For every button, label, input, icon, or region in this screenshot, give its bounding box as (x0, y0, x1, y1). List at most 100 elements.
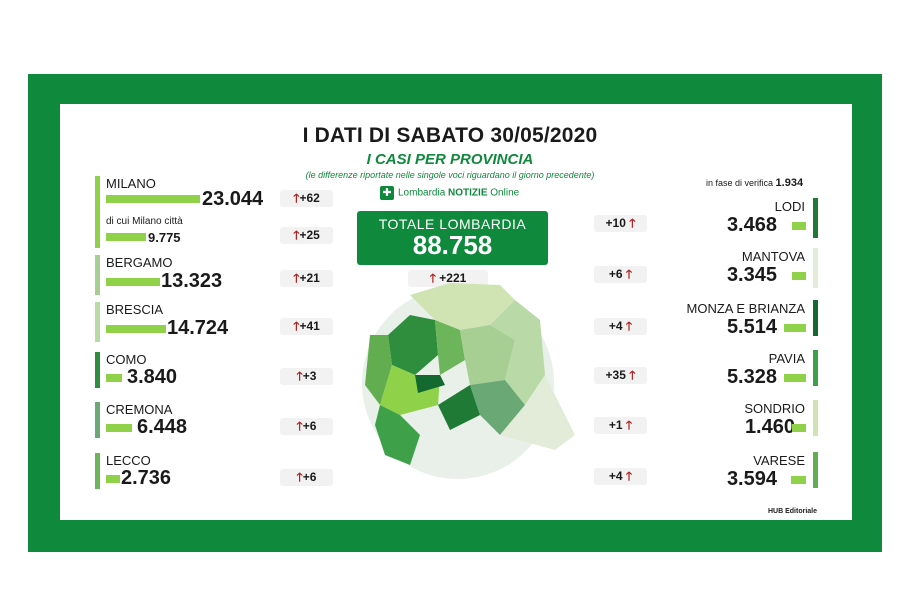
bar-bergamo (106, 278, 160, 286)
bar-lodi (792, 222, 806, 230)
lombardia-logo-icon: ✚ (380, 186, 394, 200)
province-name-lodi: LODI (774, 199, 805, 214)
up-arrow-icon: 🡑 (625, 418, 633, 432)
up-arrow-icon: 🡑 (296, 419, 303, 433)
delta-lodi: +10 🡑 (594, 215, 647, 232)
page-title: I DATI DI SABATO 30/05/2020 (302, 124, 598, 147)
province-name-pavia: PAVIA (768, 351, 805, 366)
province-name-varese: VARESE (753, 453, 805, 468)
value-bergamo: 13.323 (161, 270, 223, 292)
up-arrow-icon: 🡑 (293, 271, 300, 285)
bar-brescia (106, 325, 166, 333)
delta-milano: 🡑+62 (280, 190, 333, 207)
province-name-mantova: MANTOVA (741, 249, 805, 264)
monza-accent-bar (813, 300, 818, 336)
delta-value: +4 (608, 319, 623, 333)
delta-sondrio: +1 🡑 (594, 417, 647, 434)
bar-mantova (792, 272, 806, 280)
pavia-region (375, 405, 420, 465)
value-como: 3.840 (127, 366, 178, 388)
verifica-note: in fase di verifica 1.934 (706, 177, 803, 189)
value-cremona: 6.448 (137, 416, 188, 438)
total-delta-value: +221 (439, 271, 467, 285)
delta-value: +6 (302, 419, 317, 433)
delta-mantova: +6 🡑 (594, 266, 647, 283)
delta-lecco: 🡑+6 (280, 469, 333, 486)
value-lodi: 3.468 (726, 214, 777, 236)
delta-brescia: 🡑+41 (280, 318, 333, 335)
brescia-region (490, 300, 545, 405)
value-pavia: 5.328 (726, 366, 777, 388)
up-arrow-icon: 🡑 (429, 271, 436, 285)
verifica-label: in fase di verifica (706, 178, 774, 188)
value-milano-citta: 9.775 (148, 230, 181, 245)
up-arrow-icon: 🡑 (625, 469, 633, 483)
province-name-monza: MONZA E BRIANZA (686, 301, 805, 316)
province-name-como: COMO (106, 352, 147, 367)
delta-value: +6 (608, 267, 623, 281)
lecco-accent-bar (95, 453, 100, 489)
sondrio-region (410, 283, 515, 330)
brand-prefix: Lombardia (398, 187, 446, 199)
total-value: 88.758 (412, 230, 493, 260)
delta-value: +62 (299, 191, 320, 205)
lombardia-map (362, 283, 575, 479)
bar-milano (106, 195, 200, 203)
up-arrow-icon: 🡑 (625, 267, 633, 281)
province-name-lecco: LECCO (106, 453, 151, 468)
value-varese: 3.594 (726, 468, 777, 490)
delta-cremona: 🡑+6 (280, 418, 333, 435)
value-lecco: 2.736 (121, 467, 172, 489)
value-milano: 23.044 (202, 188, 264, 210)
mantova-accent-bar (813, 248, 818, 288)
sondrio-accent-bar (813, 400, 818, 436)
pavia-accent-bar (813, 350, 818, 386)
bar-como (106, 374, 122, 382)
total-label: TOTALE LOMBARDIA (378, 216, 527, 232)
up-arrow-icon: 🡑 (296, 369, 303, 383)
value-monza: 5.514 (726, 316, 777, 338)
milano-citta-label: di cui Milano città (106, 216, 183, 227)
delta-value: +21 (299, 271, 320, 285)
up-arrow-icon: 🡑 (293, 319, 300, 333)
province-name-brescia: BRESCIA (106, 302, 164, 317)
brand-main: NOTIZIE (448, 187, 488, 199)
province-name-milano: MILANO (106, 176, 156, 191)
mantova-region (500, 375, 575, 450)
bar-monza (784, 324, 806, 332)
delta-value: +10 (605, 216, 626, 230)
bar-milano-citta (106, 233, 146, 241)
delta-milano-citta: 🡑+25 (280, 227, 333, 244)
province-name-cremona: CREMONA (106, 402, 173, 417)
total-box: TOTALE LOMBARDIA 88.758 (357, 211, 548, 265)
bar-pavia (784, 374, 806, 382)
delta-value: +3 (302, 369, 317, 383)
delta-value: +35 (605, 368, 626, 382)
credit: HUB Editoriale (768, 508, 818, 515)
brescia-accent-bar (95, 302, 100, 342)
province-name-bergamo: BERGAMO (106, 255, 173, 270)
lodi-region (438, 385, 480, 430)
delta-pavia: +35 🡑 (594, 367, 647, 384)
bar-cremona (106, 424, 132, 432)
delta-monza: +4 🡑 (594, 318, 647, 335)
bergamo-accent-bar (95, 255, 100, 295)
lodi-accent-bar (813, 198, 818, 238)
brand-suffix: Online (490, 187, 520, 199)
delta-bergamo: 🡑+21 (280, 270, 333, 287)
delta-varese: +4 🡑 (594, 468, 647, 485)
verifica-value: 1.934 (775, 177, 804, 189)
bar-lecco (106, 475, 120, 483)
bar-sondrio (792, 424, 806, 432)
value-mantova: 3.345 (726, 264, 777, 286)
cremona-accent-bar (95, 402, 100, 438)
delta-como: 🡑+3 (280, 368, 333, 385)
province-name-sondrio: SONDRIO (744, 401, 805, 416)
page-subtitle: I CASI PER PROVINCIA (366, 151, 534, 168)
delta-value: +1 (608, 418, 623, 432)
page-note: (le differenze riportate nelle singole v… (305, 170, 595, 180)
up-arrow-icon: 🡑 (629, 216, 636, 230)
up-arrow-icon: 🡑 (293, 228, 300, 242)
como-region (388, 315, 438, 375)
milano-accent-bar (95, 176, 100, 248)
